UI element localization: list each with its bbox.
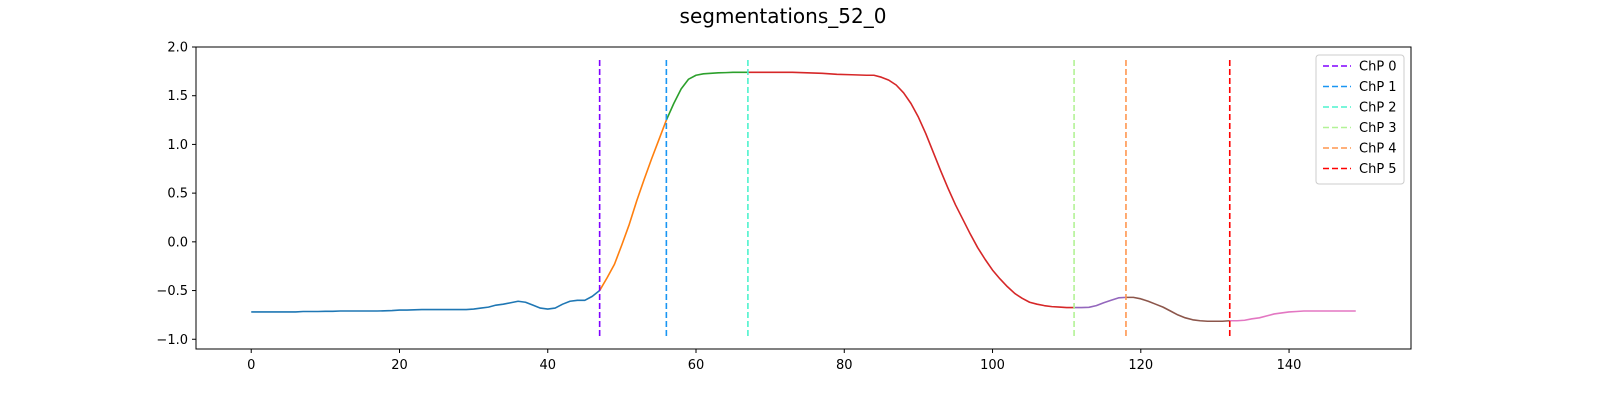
series-segment-0 — [251, 289, 601, 313]
x-tick-label-7: 140 — [1277, 358, 1302, 373]
y-tick-label-1: −0.5 — [156, 284, 188, 299]
x-tick-label-3: 60 — [688, 358, 705, 373]
legend-label-0: ChP 0 — [1359, 60, 1397, 75]
legend-label-2: ChP 2 — [1359, 101, 1397, 116]
x-tick-label-1: 20 — [391, 358, 408, 373]
series-segment-5 — [1125, 296, 1230, 323]
plot-area — [251, 60, 1356, 336]
axes-frame — [195, 46, 1412, 350]
x-tick-label-2: 40 — [539, 358, 556, 373]
series-segment-4 — [1074, 296, 1127, 309]
legend-label-3: ChP 3 — [1359, 121, 1397, 136]
legend-label-4: ChP 4 — [1359, 142, 1397, 157]
x-tick-label-5: 100 — [980, 358, 1005, 373]
series-segment-6 — [1229, 310, 1356, 322]
series-segment-3 — [747, 71, 1075, 309]
x-tick-label-6: 120 — [1128, 358, 1153, 373]
legend-label-1: ChP 1 — [1359, 80, 1397, 95]
series-segment-2 — [665, 71, 748, 121]
axes: 0 20 40 60 80 100 120 140 −1.0 −0.5 0.0 0.5 1.0 1.5 2.… — [156, 41, 1412, 373]
legend: ChP 0 ChP 1 ChP 2 ChP 3 ChP 4 ChP 5 — [1315, 54, 1405, 185]
y-tick-label-6: 2.0 — [167, 41, 188, 56]
x-tick-label-0: 0 — [247, 358, 255, 373]
chart-title: segmentations_52_0 — [680, 4, 887, 28]
series-segment-1 — [598, 119, 668, 291]
y-tick-label-5: 1.5 — [167, 89, 188, 104]
y-tick-label-3: 0.5 — [167, 187, 188, 202]
y-tick-label-0: −1.0 — [156, 333, 188, 348]
x-tick-label-4: 80 — [836, 358, 853, 373]
y-tick-label-4: 1.0 — [167, 138, 188, 153]
legend-label-5: ChP 5 — [1359, 162, 1397, 177]
y-tick-label-2: 0.0 — [167, 235, 188, 250]
